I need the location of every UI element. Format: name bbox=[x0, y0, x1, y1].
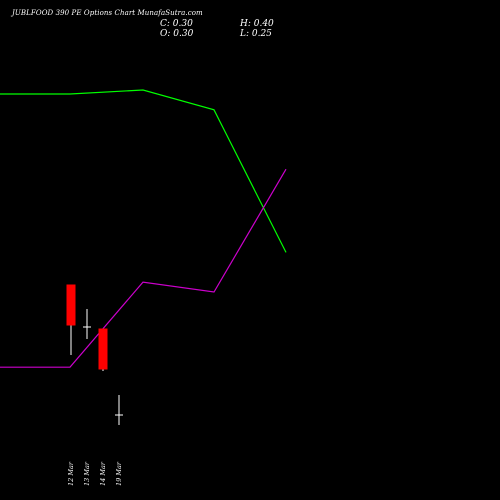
open-value: O: 0.30 bbox=[160, 29, 194, 39]
x-tick-label: 19 Mar bbox=[115, 462, 123, 486]
close-value: C: 0.30 bbox=[160, 19, 193, 29]
candle-12-mar bbox=[66, 284, 76, 355]
candle-13-mar bbox=[83, 309, 91, 339]
indicator-line-1 bbox=[0, 89, 287, 253]
low-value: L: 0.25 bbox=[240, 29, 272, 39]
x-tick-label: 12 Mar bbox=[67, 462, 75, 486]
x-tick-label: 13 Mar bbox=[83, 462, 91, 486]
indicator-line-2 bbox=[0, 168, 287, 368]
candle-body bbox=[66, 284, 76, 326]
chart-title: JUBLFOOD 390 PE Options Chart MunafaSutr… bbox=[12, 9, 203, 17]
indicator-lines bbox=[0, 89, 287, 368]
candle-19-mar bbox=[115, 395, 123, 425]
x-tick-label: 14 Mar bbox=[99, 462, 107, 486]
candle-14-mar bbox=[98, 328, 108, 371]
high-value: H: 0.40 bbox=[240, 19, 274, 29]
candle-body bbox=[98, 328, 108, 370]
candles bbox=[66, 284, 123, 425]
